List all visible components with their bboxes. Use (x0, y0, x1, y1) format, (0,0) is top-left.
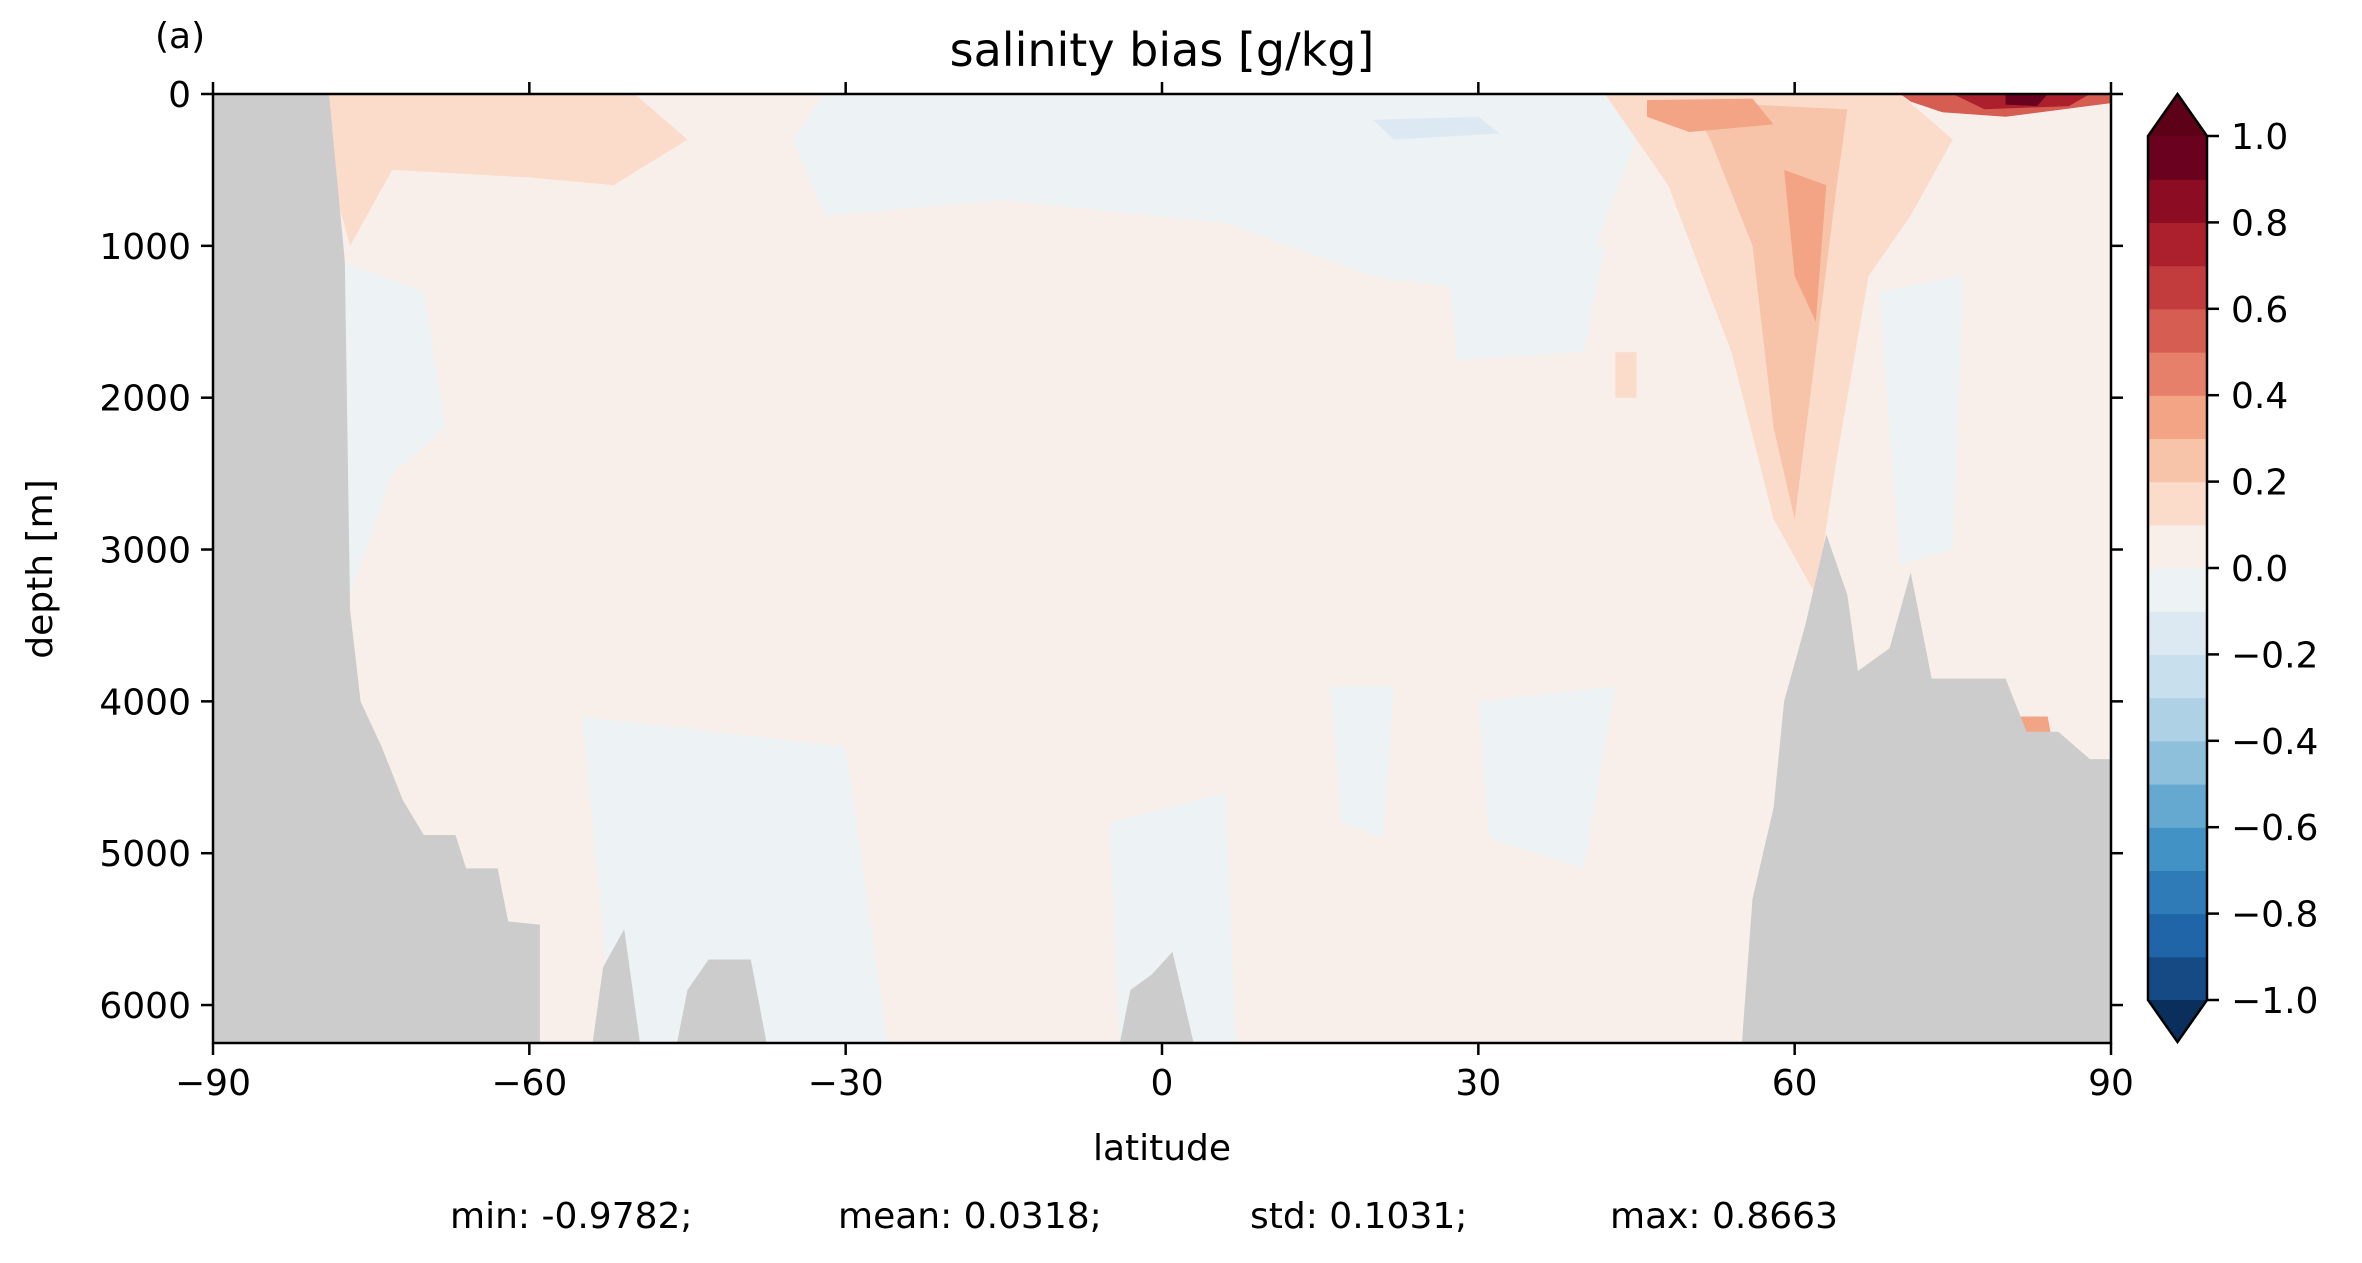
bias-region (1372, 116, 1500, 140)
colorbar-tick-label: 1.0 (2231, 117, 2288, 158)
x-tick-label: 60 (1772, 1063, 1818, 1104)
colorbar-band (2148, 136, 2207, 180)
colorbar-band (2148, 697, 2207, 742)
stat-min: min: -0.9782; (450, 1196, 693, 1237)
plot-area (213, 94, 2111, 1043)
x-tick-label: 30 (1455, 1063, 1501, 1104)
colorbar-band (2148, 524, 2207, 569)
colorbar-band (2148, 827, 2207, 871)
colorbar-tick-label: −1.0 (2231, 981, 2318, 1022)
colorbar-tick-label: −0.4 (2231, 722, 2318, 763)
y-axis: 0 1000 2000 3000 4000 5000 6000 (99, 75, 2123, 1027)
bias-region (1109, 792, 1236, 1043)
x-tick-label: −90 (175, 1063, 251, 1104)
bias-region (1647, 98, 1774, 132)
colorbar-band (2148, 395, 2207, 439)
bias-region (1478, 686, 1616, 869)
bias-region (329, 94, 688, 246)
colorbar-tick-label: 0.8 (2231, 203, 2288, 244)
y-tick-label: 3000 (99, 531, 191, 572)
bathymetry-mask (213, 94, 2111, 1043)
y-tick-label: 5000 (99, 834, 191, 875)
x-axis: −90 −60 −30 0 30 60 90 (175, 82, 2134, 1104)
seamount-mask (592, 929, 640, 1043)
x-axis-label: latitude (1093, 1128, 1231, 1169)
panel-label: (a) (155, 16, 205, 57)
x-tick-label: 0 (1151, 1063, 1174, 1104)
land-mask-left (213, 94, 540, 1043)
bias-region (1446, 245, 1605, 360)
stat-mean: mean: 0.0318; (838, 1196, 1102, 1237)
colorbar-band (2148, 784, 2207, 828)
colorbar: 1.0 0.8 0.6 0.4 0.2 0.0 −0.2 −0.4 −0.6 −0.8 −1.0 (2146, 91, 2318, 1045)
y-tick-label: 2000 (99, 379, 191, 420)
x-tick-label: −30 (808, 1063, 884, 1104)
stat-std: std: 0.1031; (1250, 1196, 1468, 1237)
summary-statistics: min: -0.9782; mean: 0.0318; std: 0.1031;… (0, 1196, 2362, 1246)
chart-title: salinity bias [g/kg] (950, 23, 1375, 77)
bias-contour-layer (329, 94, 2111, 1043)
colorbar-extend-low (2148, 1000, 2207, 1042)
colorbar-extend-high (2148, 94, 2207, 136)
bias-region (339, 261, 445, 596)
y-axis-label: depth [m] (20, 479, 61, 658)
x-tick-label: 90 (2088, 1063, 2134, 1104)
bias-region (1615, 352, 1637, 398)
bias-region (1784, 169, 1827, 322)
colorbar-band (2148, 438, 2207, 483)
bias-region (792, 94, 1711, 292)
colorbar-band (2148, 870, 2207, 915)
colorbar-band (2148, 222, 2207, 267)
land-mask-right (1741, 534, 2111, 1043)
x-tick-label: −60 (491, 1063, 567, 1104)
colorbar-band (2148, 265, 2207, 310)
colorbar-tick-label: 0.6 (2231, 290, 2288, 331)
colorbar-band (2148, 481, 2207, 526)
seamount-mask (1119, 951, 1194, 1043)
bias-region (2005, 94, 2048, 107)
bias-region (1330, 686, 1394, 838)
colorbar-band (2148, 956, 2207, 1001)
colorbar-band (2148, 740, 2207, 785)
colorbar-band (2148, 179, 2207, 223)
bias-region (1879, 276, 1964, 565)
colorbar-band (2148, 611, 2207, 655)
colorbar-band (2148, 352, 2207, 396)
colorbar-tick-label: 0.4 (2231, 376, 2288, 417)
y-tick-label: 4000 (99, 682, 191, 723)
stat-max: max: 0.8663 (1610, 1196, 1838, 1237)
colorbar-tick-label: −0.8 (2231, 895, 2318, 936)
colorbar-tick-label: −0.2 (2231, 635, 2318, 676)
seamount-mask (677, 959, 767, 1043)
colorbar-tick-label: 0.0 (2231, 549, 2288, 590)
colorbar-tick-label: 0.2 (2231, 463, 2288, 504)
y-tick-label: 6000 (99, 986, 191, 1027)
y-tick-label: 0 (168, 75, 191, 116)
colorbar-band (2148, 568, 2207, 612)
colorbar-band (2148, 654, 2207, 699)
colorbar-band (2148, 913, 2207, 958)
y-tick-label: 1000 (99, 227, 191, 268)
colorbar-tick-label: −0.6 (2231, 808, 2318, 849)
bias-region (582, 716, 888, 1043)
colorbar-band (2148, 308, 2207, 353)
